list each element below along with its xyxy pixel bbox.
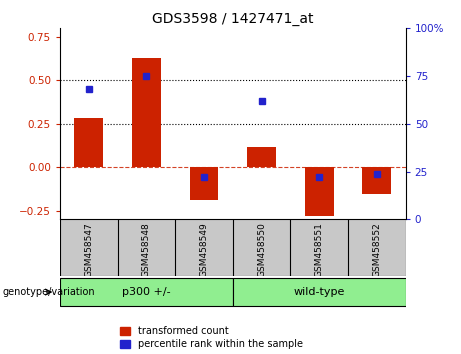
Text: wild-type: wild-type [294,287,345,297]
Legend: transformed count, percentile rank within the sample: transformed count, percentile rank withi… [120,326,302,349]
Bar [74,118,103,167]
Bar [305,167,334,216]
Text: GSM458550: GSM458550 [257,222,266,277]
Text: GSM458547: GSM458547 [84,222,93,277]
Bar [132,58,161,167]
Title: GDS3598 / 1427471_at: GDS3598 / 1427471_at [152,12,313,26]
Text: GSM458551: GSM458551 [315,222,324,277]
Text: GSM458549: GSM458549 [200,222,208,277]
Bar [233,278,406,306]
Bar [247,147,276,167]
Text: genotype/variation: genotype/variation [2,287,95,297]
Text: GSM458552: GSM458552 [372,222,381,277]
Bar [362,167,391,194]
Text: p300 +/-: p300 +/- [122,287,171,297]
Bar [60,278,233,306]
Bar [189,167,219,200]
Text: GSM458548: GSM458548 [142,222,151,277]
